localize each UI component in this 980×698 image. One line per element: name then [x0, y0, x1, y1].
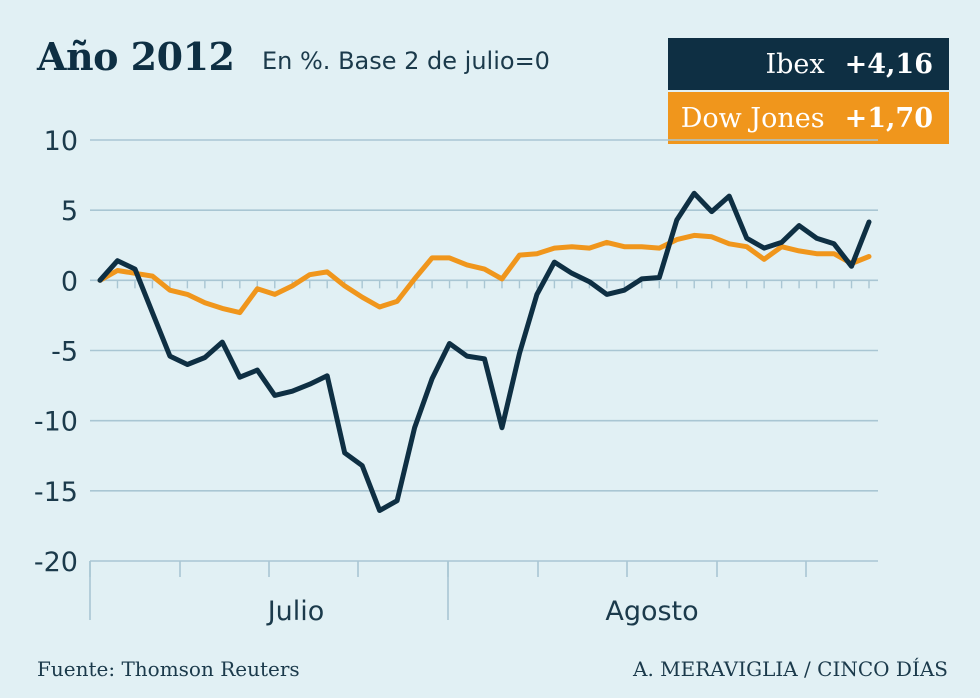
legend-ibex-value: +4,16 [844, 48, 933, 80]
source-note: Fuente: Thomson Reuters [37, 657, 300, 681]
y-tick-label: -20 [34, 547, 78, 578]
y-tick-label: -5 [51, 337, 78, 368]
y-tick-label: 10 [44, 126, 78, 157]
legend-ibex: Ibex +4,16 [668, 38, 949, 90]
y-tick-label: 0 [61, 266, 78, 297]
legend-ibex-name: Ibex [765, 48, 825, 80]
chart-title: Año 2012 [37, 34, 235, 79]
x-axis: Julio Agosto [89, 280, 870, 627]
y-axis-tick-labels: 10 5 0 -5 -10 -15 -20 [34, 126, 78, 578]
y-tick-label: -15 [34, 477, 78, 508]
credit-note: A. MERAVIGLIA / CINCO DÍAS [633, 657, 948, 681]
gridlines [90, 139, 878, 562]
month-label: Julio [266, 596, 325, 627]
legend-dow-jones-value: +1,70 [844, 102, 933, 134]
legend-dow-jones: Dow Jones +1,70 [668, 92, 949, 144]
y-tick-label: -10 [34, 407, 78, 438]
series-lines [97, 190, 872, 513]
series-line-ibex [97, 190, 872, 513]
y-tick-label: 5 [61, 196, 78, 227]
series-line-dow-jones [97, 232, 872, 316]
month-label: Agosto [605, 596, 698, 627]
legend-dow-jones-name: Dow Jones [680, 102, 825, 134]
chart-subtitle: En %. Base 2 de julio=0 [262, 47, 550, 75]
